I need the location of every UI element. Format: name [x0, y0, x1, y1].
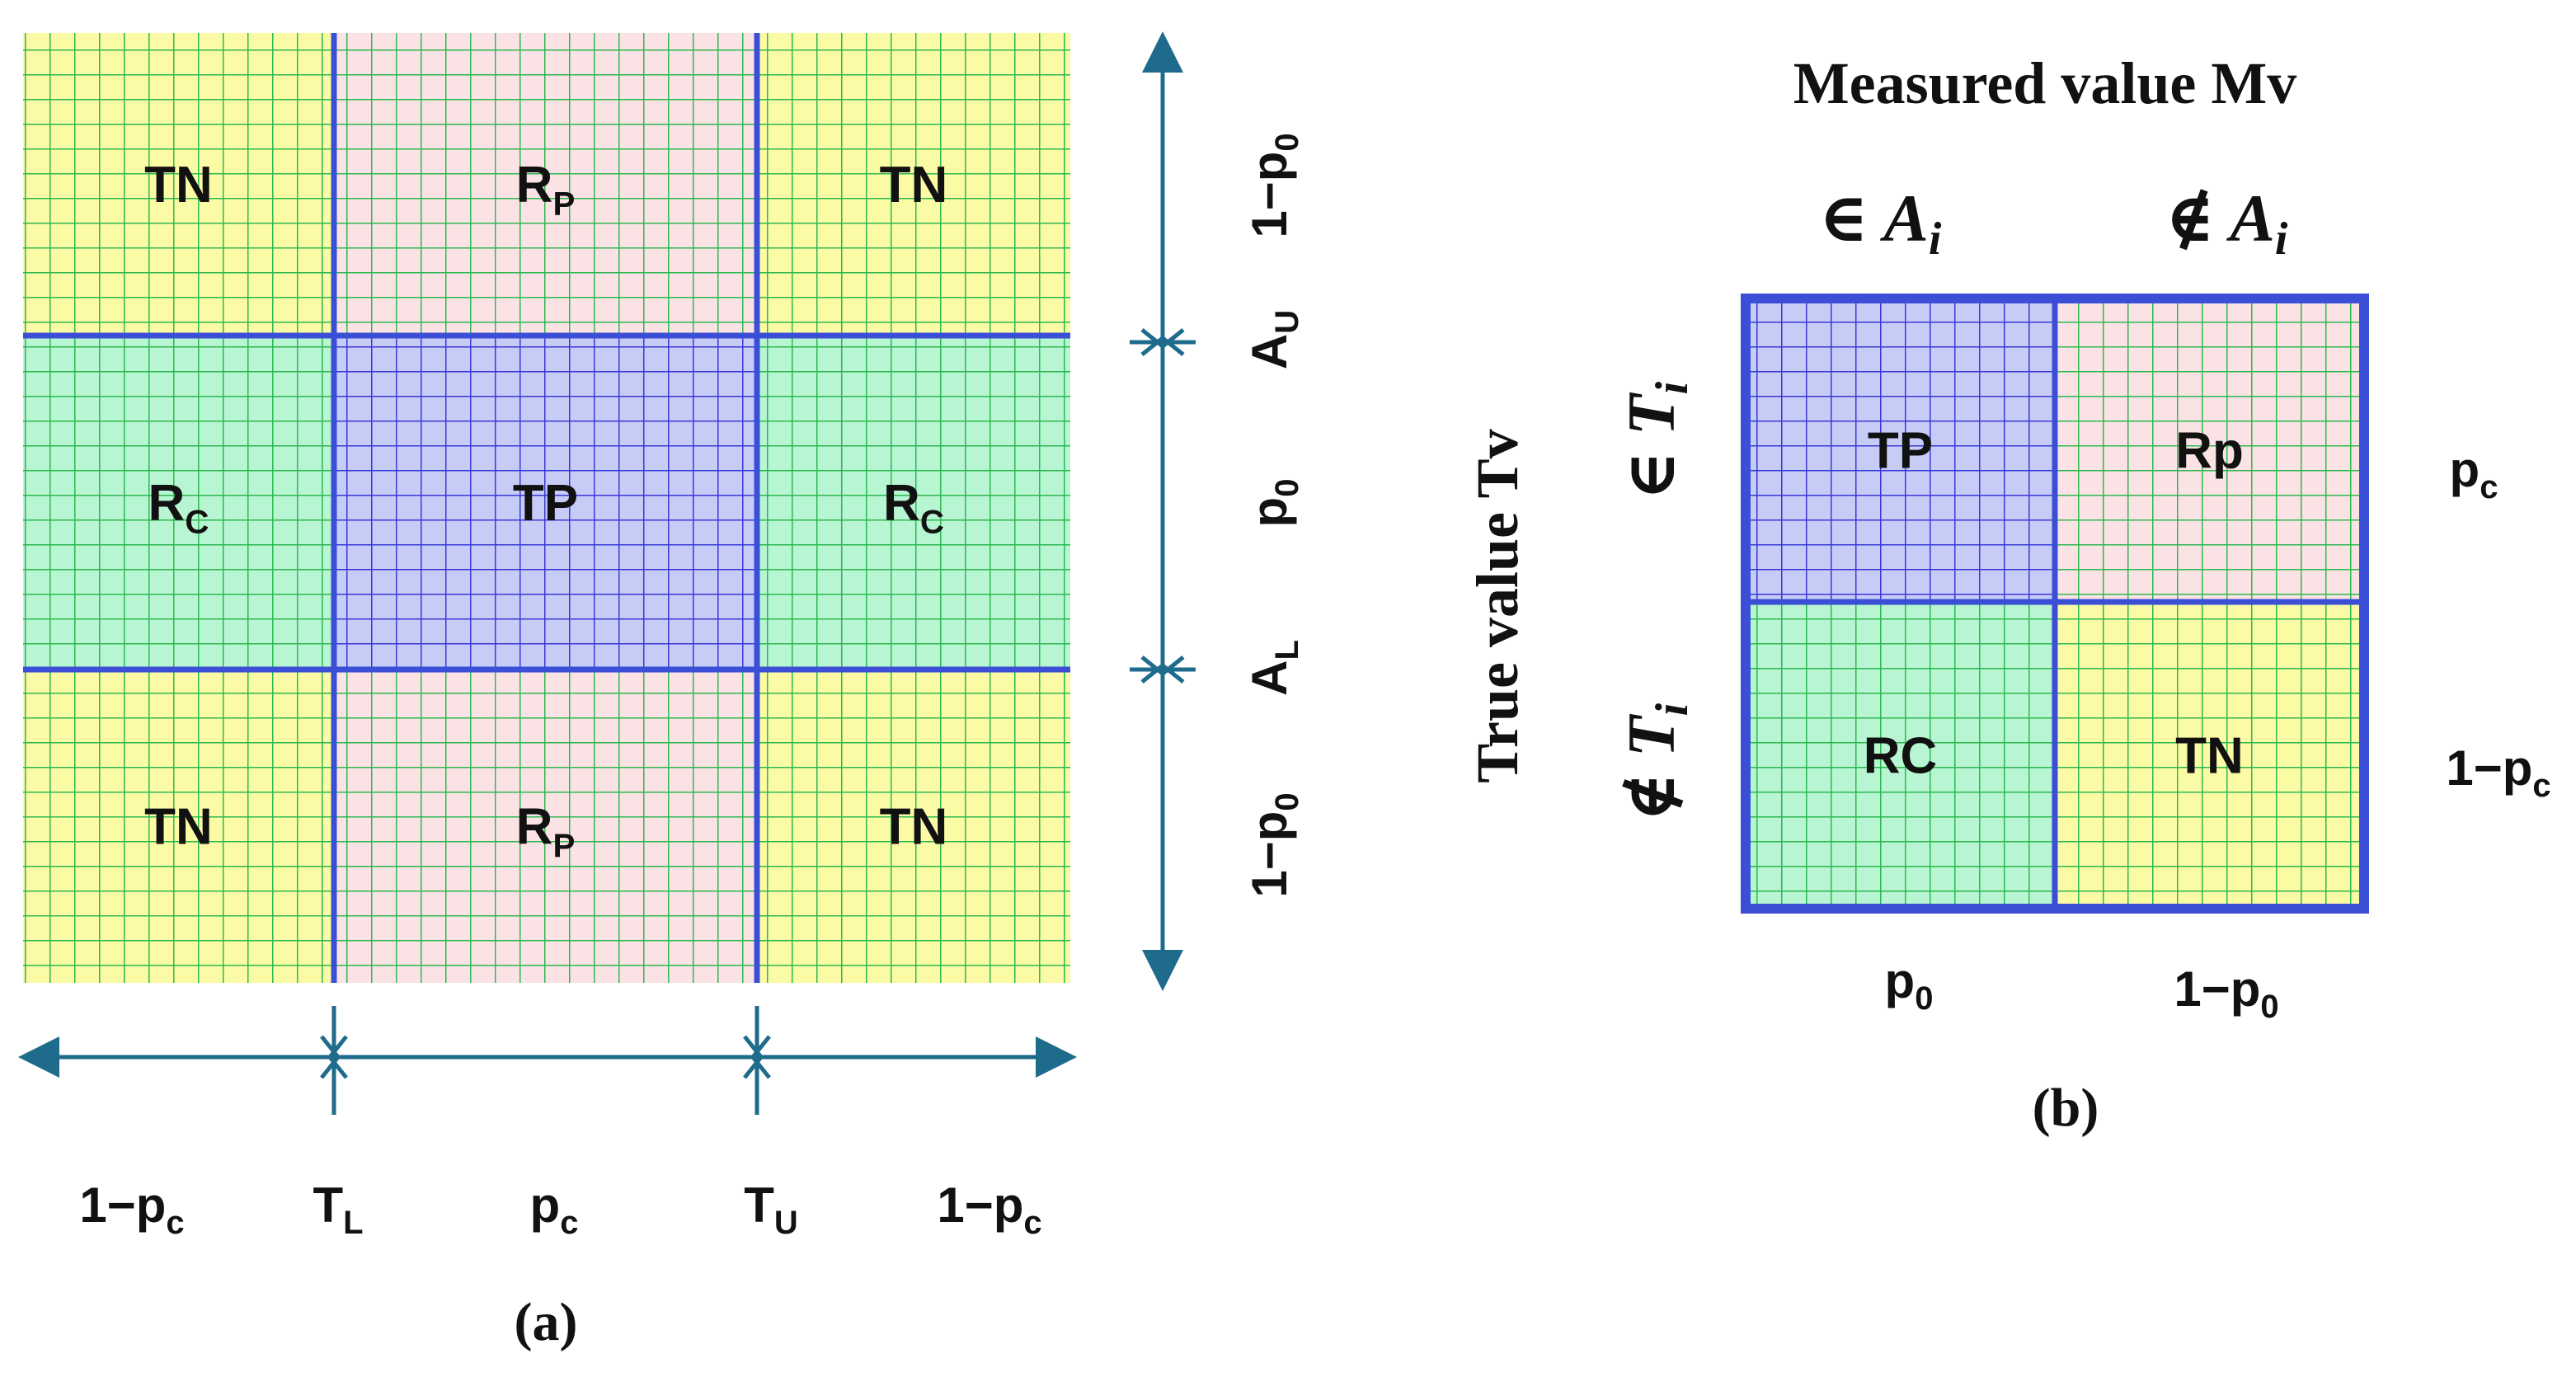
cell-grid	[334, 33, 757, 336]
label-al: AL	[1242, 640, 1305, 696]
cell-grid	[23, 33, 334, 336]
cell-grid	[757, 670, 1070, 983]
panel-a-cell-3-1: TN	[23, 670, 334, 983]
right-label-1-pc: 1−pc	[2446, 740, 2550, 804]
cell-label: TP	[1868, 423, 1933, 480]
panel-a-cell-1-3: TN	[757, 33, 1070, 336]
vertical-arrows	[1130, 31, 1196, 991]
cell-label: TP	[513, 475, 578, 532]
cell-grid	[2055, 602, 2364, 909]
cell-label: RP	[516, 157, 576, 223]
tl-arrowhead-icon	[320, 1035, 341, 1079]
panel-b-cell-2-1: RC	[1746, 602, 2055, 909]
al-arrowhead-up-icon	[1140, 662, 1185, 684]
cell-label: RP	[516, 799, 576, 864]
panel-b-cell-1-2: Rp	[2055, 298, 2364, 602]
label-tl: TL	[313, 1177, 363, 1241]
vertical-labels: 1−p0 AU p0 AL 1−p0	[1242, 133, 1305, 897]
tu-arrowhead-right-icon	[750, 1035, 771, 1079]
horizontal-arrows	[18, 1006, 1077, 1115]
row-header-notin: ∉Ti	[1614, 703, 1698, 822]
cell-grid	[23, 336, 334, 670]
panel-b-grid: TP Rp RC TN	[1746, 298, 2364, 909]
caption-b: (b)	[2033, 1078, 2099, 1138]
label-top-share: 1−p0	[1242, 133, 1305, 237]
row-header-in: ∈Ti	[1614, 381, 1698, 501]
panel-a-grid: TN RP TN RC TP RC TN RP TN	[23, 33, 1070, 983]
cell-label: TN	[880, 157, 948, 214]
label-right-share: 1−pc	[937, 1177, 1041, 1241]
bottom-labels: p0 1−p0	[1885, 953, 2279, 1025]
label-tu: TU	[744, 1177, 798, 1241]
cell-label: TN	[880, 799, 948, 856]
au-arrowhead-icon	[1140, 328, 1185, 350]
label-au: AU	[1242, 310, 1305, 369]
label-bottom-share: 1−p0	[1242, 792, 1305, 897]
panel-b: Measured value Mv ∈ Ai ∉ Ai True value Tv …	[1464, 50, 2551, 1138]
cell-label: RC	[148, 475, 209, 541]
cell-grid	[757, 336, 1070, 670]
cell-grid	[757, 33, 1070, 336]
bottom-label-p0: p0	[1885, 953, 1934, 1017]
cell-grid	[334, 336, 757, 670]
panel-a-cell-2-3: RC	[757, 336, 1070, 670]
panel-a-cell-1-1: TN	[23, 33, 334, 336]
cell-grid	[2055, 298, 2364, 602]
bottom-label-1-p0: 1−p0	[2174, 961, 2278, 1025]
row-title: True value Tv	[1464, 429, 1530, 782]
row-headers: ∈Ti ∉Ti	[1614, 381, 1698, 822]
panel-a: TN RP TN RC TP RC TN RP TN	[18, 31, 1305, 1352]
horizontal-labels: 1−pc TL pc TU 1−pc	[79, 1177, 1041, 1241]
panel-a-cell-3-3: TN	[757, 670, 1070, 983]
cell-grid	[334, 670, 757, 983]
panel-b-frame	[1741, 294, 2369, 914]
caption-a: (a)	[515, 1292, 578, 1352]
column-title: Measured value Mv	[1793, 50, 2297, 116]
tu-arrowhead-icon	[743, 1035, 764, 1079]
cell-label: TN	[2175, 728, 2244, 785]
label-mid-pc: pc	[530, 1177, 579, 1241]
cell-label: TN	[144, 799, 213, 856]
cell-label: Rp	[2175, 423, 2244, 480]
cell-grid	[23, 670, 334, 983]
column-headers: ∈ Ai ∉ Ai	[1819, 181, 2288, 265]
cell-grid	[1746, 602, 2055, 909]
cell-label: RC	[883, 475, 944, 541]
cell-label: RC	[1864, 728, 1938, 785]
panel-a-dividers	[23, 33, 1070, 983]
col-header-notin: ∉ Ai	[2165, 181, 2288, 265]
label-left-share: 1−pc	[79, 1177, 184, 1241]
tl-arrowhead-right-icon	[327, 1035, 348, 1079]
panel-a-cell-3-2: RP	[334, 670, 757, 983]
panel-a-cell-2-1: RC	[23, 336, 334, 670]
al-arrowhead-icon	[1140, 656, 1185, 677]
col-header-in: ∈ Ai	[1819, 181, 1942, 265]
panel-b-cell-2-2: TN	[2055, 602, 2364, 909]
cell-grid	[1746, 298, 2055, 602]
panel-a-cell-2-2: TP	[334, 336, 757, 670]
right-label-pc: pc	[2450, 442, 2498, 505]
right-labels: pc 1−pc	[2446, 442, 2550, 804]
cell-label: TN	[144, 157, 213, 214]
panel-b-cell-1-1: TP	[1746, 298, 2055, 602]
panel-a-cell-1-2: RP	[334, 33, 757, 336]
label-mid-share: p0	[1242, 479, 1305, 528]
au-arrowhead-up-icon	[1140, 335, 1185, 356]
